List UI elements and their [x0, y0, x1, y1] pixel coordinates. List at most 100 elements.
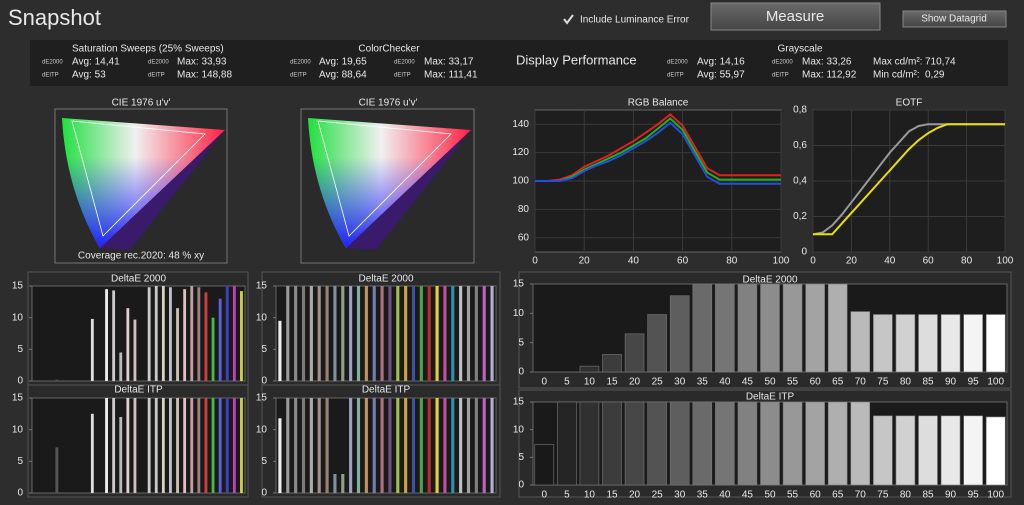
series-line: [535, 121, 781, 185]
bar: [669, 401, 690, 486]
x-tick-label: 20: [629, 377, 641, 388]
bar: [119, 352, 123, 381]
bar: [827, 283, 848, 373]
x-tick-label: 15: [606, 490, 618, 501]
bar: [301, 286, 306, 381]
datagrid-button[interactable]: [902, 10, 1007, 28]
bar: [55, 379, 59, 381]
y-tick-label: 5: [261, 344, 267, 355]
bar: [278, 320, 282, 381]
gamut-shade: [308, 118, 471, 248]
x-tick-label: 70: [855, 490, 867, 501]
x-tick-label: 100: [987, 490, 1004, 501]
gamut-triangle: [71, 120, 206, 237]
bar: [963, 314, 983, 373]
y-tick-label: 15: [12, 281, 24, 292]
bar: [240, 398, 243, 493]
measure-button[interactable]: [710, 2, 881, 31]
y-tick-label: 0,2: [793, 211, 807, 222]
bar: [715, 401, 735, 486]
bar: [112, 290, 116, 381]
y-tick-label: 0: [261, 488, 267, 499]
measure-label[interactable]: Measure: [766, 8, 824, 25]
bar: [602, 354, 622, 373]
bar: [204, 398, 208, 493]
bar: [805, 401, 825, 486]
bar: [459, 286, 463, 381]
y-tick-label: 10: [12, 312, 24, 323]
metric-value: Avg: 88,64: [319, 70, 367, 81]
metric-name: dE2000: [290, 60, 311, 66]
x-tick-label: 55: [787, 490, 799, 501]
y-tick-label: 15: [12, 393, 24, 404]
y-tick-label: 10: [256, 424, 268, 435]
y-tick-label: 5: [17, 456, 23, 467]
page-title: Snapshot: [8, 5, 101, 30]
bar: [895, 314, 916, 373]
bar: [380, 398, 384, 493]
bar: [624, 401, 645, 486]
x-tick-label: 30: [674, 490, 686, 501]
bar: [232, 286, 236, 381]
bar: [490, 398, 494, 493]
series-line: [535, 112, 781, 182]
x-tick-label: 60: [810, 377, 822, 388]
bar: [474, 286, 478, 381]
x-tick-label: 90: [945, 377, 957, 388]
y-tick-label: 80: [518, 204, 530, 215]
metric-value: Max: 111,41: [424, 70, 478, 81]
section-title: Saturation Sweeps (25% Sweeps): [72, 44, 224, 55]
checkbox[interactable]: [563, 14, 574, 25]
bar: [602, 401, 622, 486]
gamut-triangle: [317, 120, 452, 237]
metric-name: dEITP: [394, 73, 411, 79]
x-tick-label: 70: [855, 377, 867, 388]
y-tick-label: 120: [512, 147, 529, 158]
x-tick-label: 60: [923, 256, 935, 267]
bar: [388, 398, 392, 493]
metric-value: Avg: 14,16: [697, 57, 745, 68]
metric-value: Max: 148,88: [177, 70, 232, 81]
x-tick-label: 0: [542, 490, 548, 501]
x-tick-label: 95: [968, 377, 980, 388]
bar: [372, 286, 376, 381]
x-tick-label: 40: [719, 377, 731, 388]
bar: [534, 444, 555, 486]
bar: [669, 295, 690, 373]
datagrid-label[interactable]: Show Datagrid: [921, 14, 987, 25]
y-tick-label: 5: [17, 344, 23, 355]
x-tick-label: 20: [846, 256, 858, 267]
bar: [557, 401, 577, 486]
bar: [119, 417, 123, 493]
metric-name: dEITP: [148, 73, 165, 79]
x-tick-label: 85: [922, 490, 934, 501]
bar: [782, 401, 803, 486]
bar: [294, 286, 298, 381]
bar: [197, 398, 201, 493]
bar: [161, 398, 165, 493]
plot-area: [31, 397, 246, 494]
bar: [211, 398, 215, 493]
y-tick-label: 100: [512, 176, 529, 187]
bar: [349, 286, 353, 381]
x-tick-label: 35: [697, 490, 709, 501]
x-tick-label: 40: [884, 256, 896, 267]
bar: [309, 398, 313, 493]
x-tick-label: 100: [987, 377, 1004, 388]
bar: [427, 286, 431, 381]
bar: [176, 308, 179, 381]
y-tick-label: 10: [513, 308, 525, 319]
bar: [490, 286, 494, 381]
bar: [294, 398, 298, 493]
metric-name: dE2000: [667, 60, 688, 66]
bar: [459, 398, 463, 493]
x-tick-label: 80: [961, 256, 973, 267]
y-tick-label: 10: [12, 424, 24, 435]
bar: [411, 286, 416, 381]
y-tick-label: 0: [801, 247, 807, 258]
chart-title: RGB Balance: [628, 98, 689, 109]
bar: [372, 398, 376, 493]
y-tick-label: 15: [513, 397, 525, 408]
x-tick-label: 40: [719, 490, 731, 501]
checkbox-label[interactable]: Include Luminance Error: [580, 15, 690, 26]
